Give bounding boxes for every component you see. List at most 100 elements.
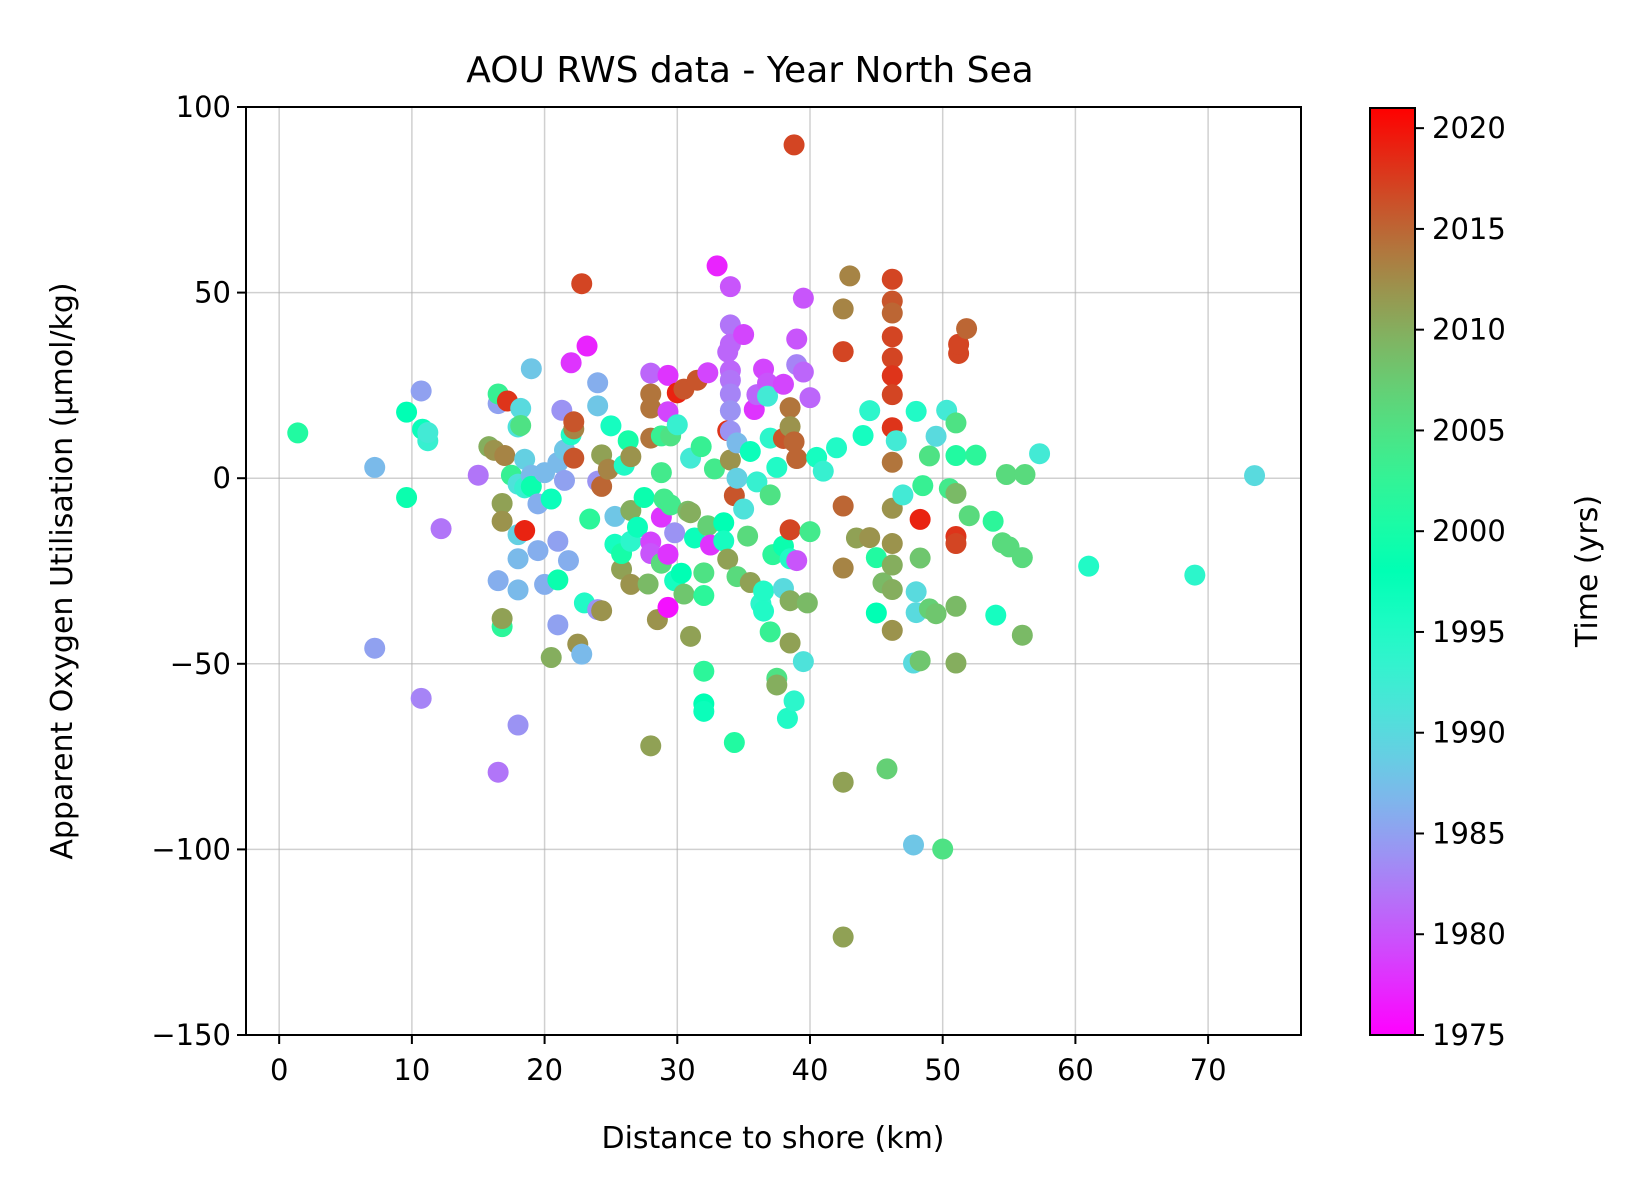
data-point xyxy=(719,276,741,298)
data-point xyxy=(563,411,585,433)
x-tick-label: 40 xyxy=(792,1053,829,1087)
data-point xyxy=(881,554,903,576)
data-point xyxy=(859,527,881,549)
data-point xyxy=(520,475,542,497)
chart-title: AOU RWS data - Year North Sea xyxy=(466,50,1033,91)
data-point xyxy=(865,547,887,569)
data-point xyxy=(982,510,1004,532)
data-point xyxy=(571,273,593,295)
data-point xyxy=(670,562,692,584)
data-point xyxy=(690,436,712,458)
data-point xyxy=(753,600,775,622)
data-point xyxy=(507,579,529,601)
data-point xyxy=(985,604,1007,626)
data-point xyxy=(1011,547,1033,569)
data-point xyxy=(719,449,741,471)
data-point xyxy=(591,600,613,622)
data-point xyxy=(547,530,569,552)
data-point xyxy=(826,437,848,459)
data-point xyxy=(520,358,542,380)
data-point xyxy=(673,583,695,605)
data-point xyxy=(881,384,903,406)
x-tick-label: 20 xyxy=(526,1053,563,1087)
colorbar-ticks: 1975 1980 1985 1990 1995 2000 2005 2010 2015 2020 xyxy=(1415,111,1506,1052)
colorbar-tick-label: 1975 xyxy=(1432,1018,1506,1052)
data-point xyxy=(617,430,639,452)
x-axis-ticks: 0 10 20 30 40 50 60 70 xyxy=(270,1035,1227,1087)
data-point xyxy=(417,422,439,444)
data-point xyxy=(783,690,805,712)
data-point xyxy=(680,625,702,647)
data-point xyxy=(510,397,532,419)
data-point xyxy=(410,380,432,402)
x-tick-label: 70 xyxy=(1190,1053,1227,1087)
y-axis-ticks: −150 −100 −50 0 50 100 xyxy=(151,90,246,1052)
data-point xyxy=(881,533,903,555)
data-point xyxy=(948,333,970,355)
data-point xyxy=(892,484,914,506)
data-point xyxy=(719,383,741,405)
y-tick-label: 50 xyxy=(194,276,231,310)
x-tick-label: 0 xyxy=(270,1053,288,1087)
colorbar-tick-label: 1990 xyxy=(1432,716,1506,750)
data-point xyxy=(859,400,881,422)
data-point xyxy=(905,581,927,603)
colorbar-tick-label: 2000 xyxy=(1432,514,1506,548)
data-point xyxy=(783,134,805,156)
data-point xyxy=(865,602,887,624)
data-point xyxy=(932,838,954,860)
colorbar-label: Time (yrs) xyxy=(1570,495,1605,648)
data-point xyxy=(1244,465,1266,487)
data-point xyxy=(680,502,702,524)
data-point xyxy=(723,731,745,753)
y-tick-label: −100 xyxy=(151,832,231,866)
data-point xyxy=(637,573,659,595)
data-point xyxy=(540,646,562,668)
data-point xyxy=(779,519,801,541)
data-points xyxy=(287,134,1266,948)
colorbar-tick-label: 1985 xyxy=(1432,816,1506,850)
data-point xyxy=(587,395,609,417)
data-point xyxy=(799,521,821,543)
data-point xyxy=(491,608,513,630)
colorbar-tick-label: 2015 xyxy=(1432,212,1506,246)
data-point xyxy=(733,498,755,520)
data-point xyxy=(881,619,903,641)
data-point xyxy=(604,505,626,527)
colorbar-tick-label: 1980 xyxy=(1432,917,1506,951)
data-point xyxy=(611,558,633,580)
data-point xyxy=(786,550,808,572)
data-point xyxy=(557,550,579,572)
data-point xyxy=(753,580,775,602)
data-point xyxy=(881,365,903,387)
data-point xyxy=(664,522,686,544)
data-point xyxy=(792,361,814,383)
data-point xyxy=(905,400,927,422)
data-point xyxy=(772,373,794,395)
data-point xyxy=(494,445,516,467)
data-point xyxy=(587,372,609,394)
data-point xyxy=(885,430,907,452)
y-tick-label: 100 xyxy=(176,90,231,124)
data-point xyxy=(507,548,529,570)
data-point xyxy=(832,926,854,948)
data-point xyxy=(1184,564,1206,586)
data-point xyxy=(364,637,386,659)
data-point xyxy=(766,456,788,478)
data-point xyxy=(660,494,682,516)
data-point xyxy=(956,318,978,340)
data-point xyxy=(786,448,808,470)
data-point xyxy=(945,533,967,555)
data-point xyxy=(759,484,781,506)
data-point xyxy=(527,540,549,562)
data-point xyxy=(903,834,925,856)
data-point xyxy=(620,446,642,468)
data-point xyxy=(1014,463,1036,485)
data-point xyxy=(364,456,386,478)
data-point xyxy=(757,385,779,407)
y-tick-label: 0 xyxy=(213,461,231,495)
data-point xyxy=(467,464,489,486)
x-tick-label: 60 xyxy=(1057,1053,1094,1087)
data-point xyxy=(958,505,980,527)
data-point xyxy=(706,255,728,277)
